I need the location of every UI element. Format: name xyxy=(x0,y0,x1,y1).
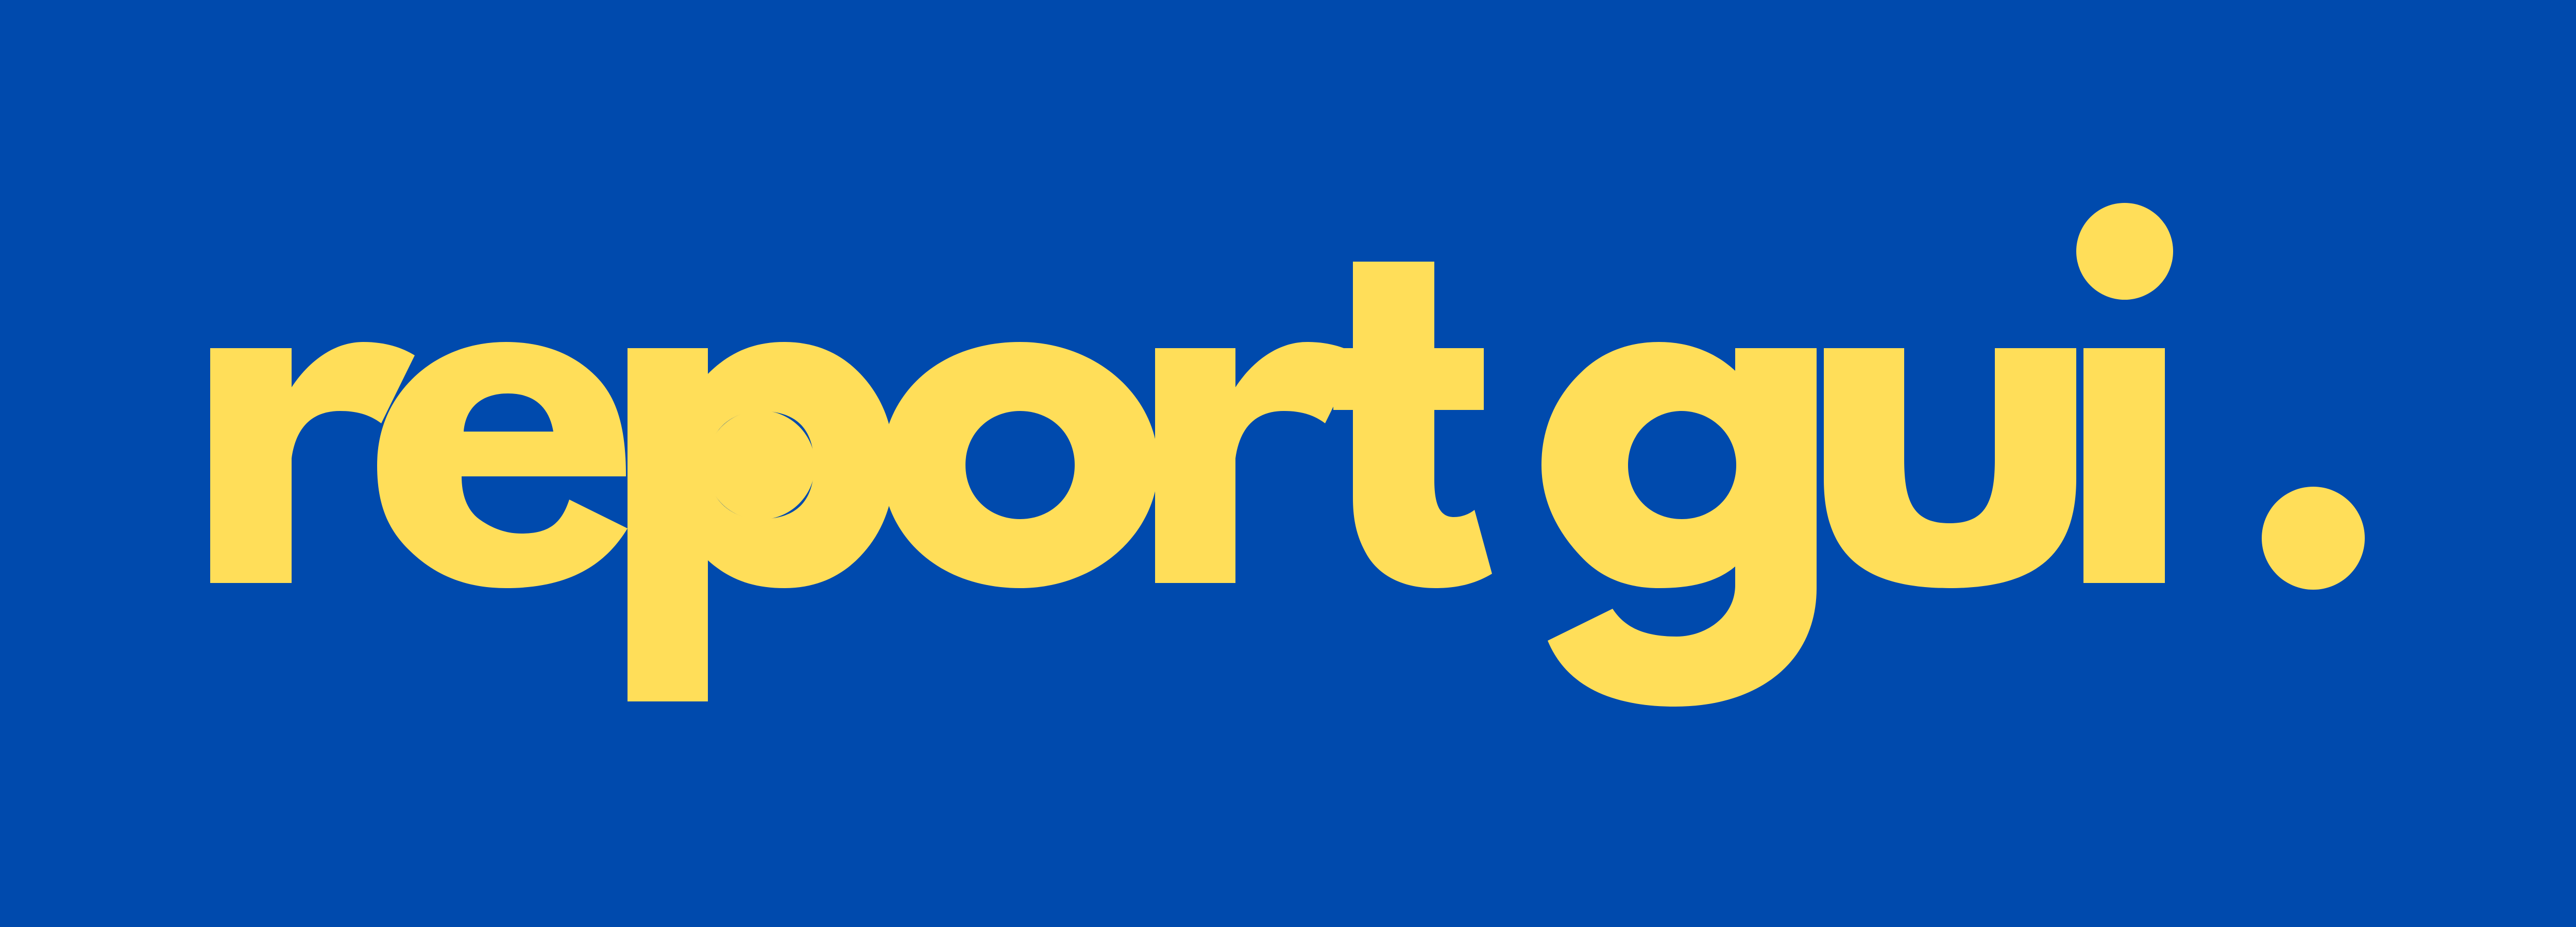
letter-o xyxy=(882,342,1158,588)
letter-e xyxy=(377,342,628,588)
letter-p xyxy=(628,342,894,701)
logo-mark xyxy=(210,203,2365,707)
letter-i xyxy=(2076,203,2173,583)
period-dot xyxy=(2262,487,2365,590)
letter-t xyxy=(1333,262,1492,588)
letter-r-1 xyxy=(210,342,415,583)
letter-u xyxy=(1824,348,2076,588)
letter-g xyxy=(1541,342,1817,707)
letter-r-2 xyxy=(1155,342,1359,583)
